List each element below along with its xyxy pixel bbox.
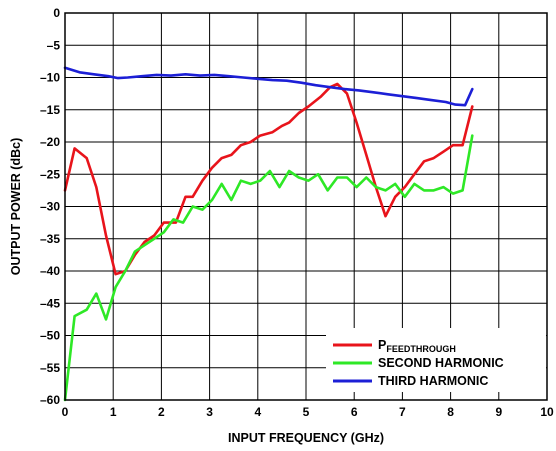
y-tick-label: –50 (40, 329, 60, 343)
series-layer (63, 66, 474, 402)
y-tick-label: –55 (40, 361, 60, 375)
x-tick-label: 5 (303, 405, 310, 419)
y-tick-label: 0 (53, 6, 60, 20)
legend-label-second-harmonic: SECOND HARMONIC (378, 356, 504, 370)
y-tick-label: –10 (40, 71, 60, 85)
legend-item-third-harmonic: THIRD HARMONIC (333, 374, 488, 388)
x-tick-label: 1 (110, 405, 117, 419)
x-tick-label: 3 (206, 405, 213, 419)
y-tick-label: –5 (47, 38, 61, 52)
y-tick-label: –30 (40, 200, 60, 214)
x-axis-label: INPUT FREQUENCY (GHz) (228, 431, 384, 445)
x-tick-label: 9 (495, 405, 502, 419)
legend-item-second-harmonic: SECOND HARMONIC (333, 356, 504, 370)
legend-label-feedthrough: PFEEDTHROUGH (378, 338, 456, 354)
y-tick-label: –40 (40, 264, 60, 278)
x-tick-label: 2 (158, 405, 165, 419)
x-tick-label: 6 (351, 405, 358, 419)
legend-label-p: P (378, 338, 386, 352)
plot-frame (64, 12, 548, 401)
series-line-second-harmonic (63, 134, 474, 402)
legend-label-subscript: FEEDTHROUGH (386, 344, 456, 354)
legend: PFEEDTHROUGH SECOND HARMONIC THIRD HARMO… (326, 328, 546, 392)
x-tick-label: 8 (447, 405, 454, 419)
y-tick-label: –60 (40, 393, 60, 407)
y-tick-label: –45 (40, 296, 60, 310)
legend-label-third-harmonic: THIRD HARMONIC (378, 374, 488, 388)
y-tick-label: –20 (40, 135, 60, 149)
series-line-feedthrough (63, 82, 474, 276)
x-tick-label: 0 (62, 405, 69, 419)
y-tick-label: –35 (40, 232, 60, 246)
y-tick-label: –15 (40, 103, 60, 117)
x-axis-ticks: 0 1 2 3 4 5 6 7 8 9 10 (62, 405, 554, 419)
x-tick-label: 10 (540, 405, 554, 419)
x-tick-label: 4 (254, 405, 261, 419)
x-tick-label: 7 (399, 405, 406, 419)
y-axis-ticks: 0 –5 –10 –15 –20 –25 –30 –35 –40 –45 –50 –55 –60 (40, 6, 60, 407)
series-line-third-harmonic (63, 66, 474, 107)
y-axis-label: OUTPUT POWER (dBc) (9, 138, 23, 276)
legend-item-feedthrough: PFEEDTHROUGH (333, 338, 456, 354)
y-tick-label: –25 (40, 167, 60, 181)
